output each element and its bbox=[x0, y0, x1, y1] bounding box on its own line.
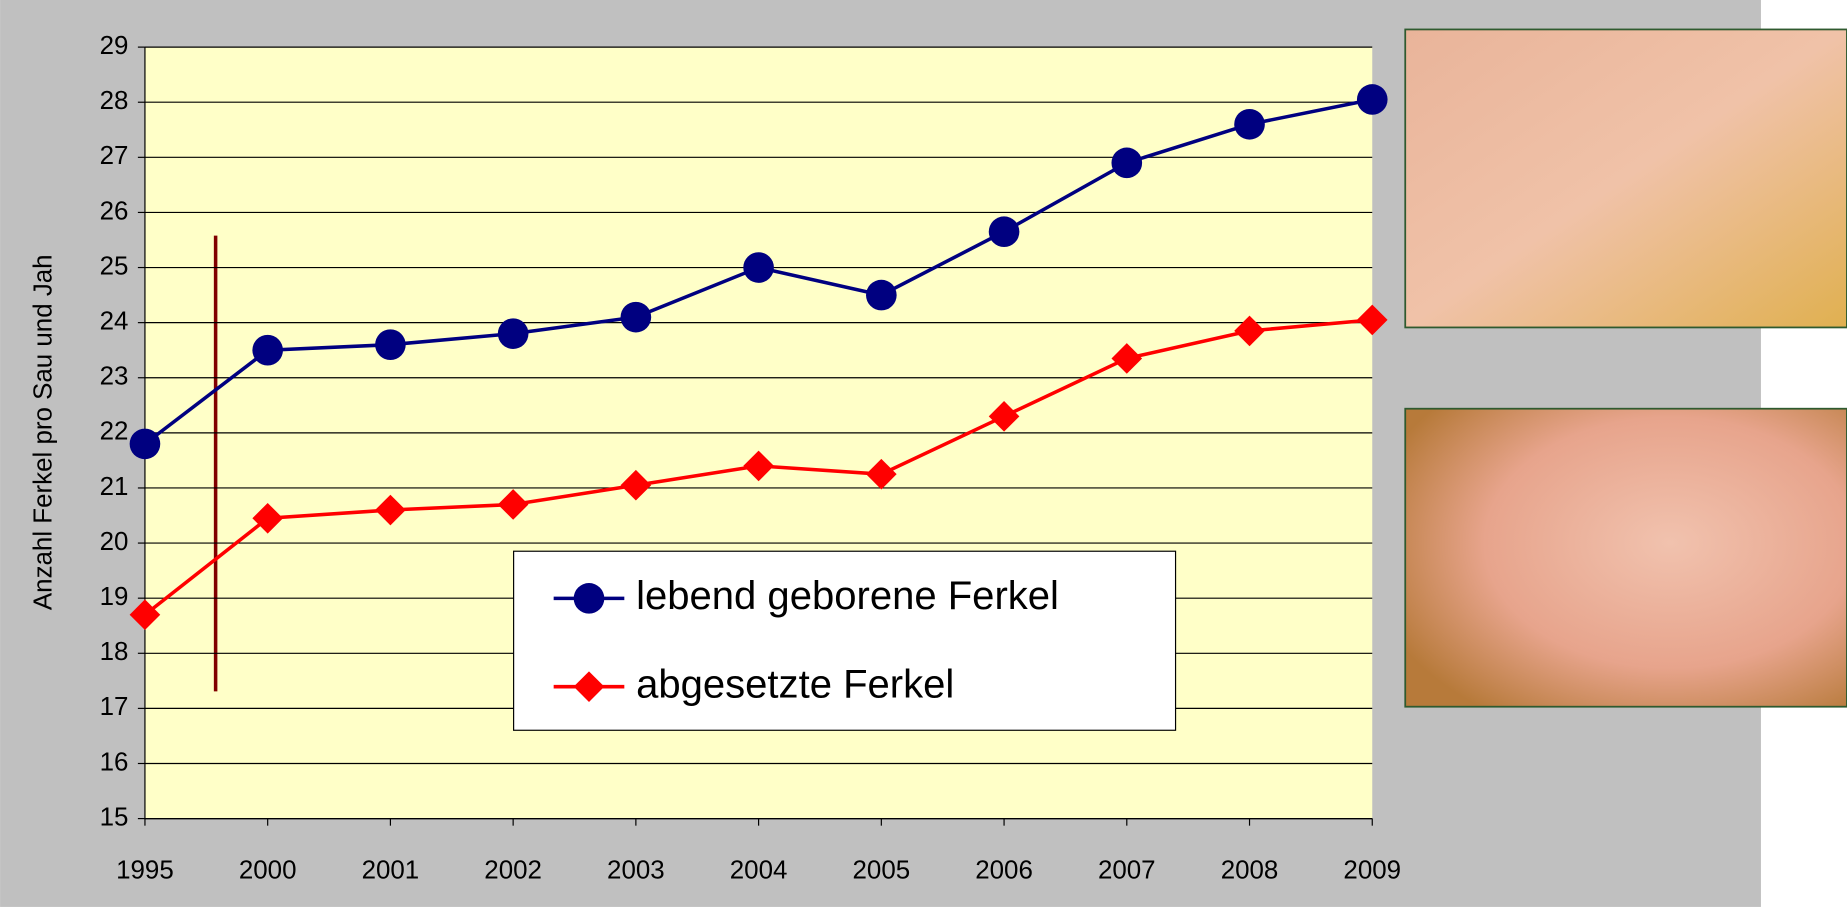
y-axis-title: Anzahl Ferkel pro Sau und Jah bbox=[30, 254, 58, 610]
y-tick-label: 20 bbox=[100, 528, 129, 556]
x-tick-label: 2003 bbox=[607, 856, 665, 884]
x-tick-label: 2009 bbox=[1343, 856, 1401, 884]
x-tick-label: 2004 bbox=[730, 856, 788, 884]
y-tick-label: 15 bbox=[100, 803, 129, 831]
y-tick-label: 25 bbox=[100, 252, 129, 280]
marker bbox=[989, 216, 1020, 247]
x-tick-label: 2001 bbox=[362, 856, 420, 884]
marker bbox=[1234, 109, 1265, 140]
y-tick-label: 26 bbox=[100, 197, 129, 225]
marker bbox=[1111, 148, 1142, 179]
x-tick-label: 1995 bbox=[116, 856, 174, 884]
y-tick-label: 29 bbox=[100, 32, 129, 60]
x-tick-label: 2008 bbox=[1221, 856, 1279, 884]
legend-label: abgesetzte Ferkel bbox=[636, 662, 954, 706]
marker bbox=[130, 429, 161, 460]
page: {"chart_data": { "type": "line", "y_labe… bbox=[0, 0, 1847, 910]
chart: Anzahl Ferkel pro Sau und Jah 15 16 17 18 19… bbox=[0, 0, 1847, 910]
y-tick-label: 24 bbox=[100, 307, 129, 335]
photo-piglets bbox=[1405, 29, 1847, 327]
x-tick-label: 2007 bbox=[1098, 856, 1156, 884]
y-tick-label: 17 bbox=[100, 693, 129, 721]
marker bbox=[743, 252, 774, 283]
y-tick-label: 28 bbox=[100, 87, 129, 115]
y-tick-label: 18 bbox=[100, 638, 129, 666]
marker bbox=[252, 335, 283, 366]
photo-pig bbox=[1405, 409, 1847, 707]
marker bbox=[375, 329, 406, 360]
marker bbox=[866, 280, 897, 311]
x-tick-label: 2005 bbox=[853, 856, 911, 884]
y-tick-label: 19 bbox=[100, 583, 129, 611]
x-tick-label: 2002 bbox=[484, 856, 542, 884]
y-tick-label: 22 bbox=[100, 418, 129, 446]
x-tick-label: 2000 bbox=[239, 856, 297, 884]
marker bbox=[621, 302, 652, 333]
marker bbox=[498, 318, 529, 349]
y-tick-label: 21 bbox=[100, 473, 129, 501]
y-tick-label: 27 bbox=[100, 142, 129, 170]
marker bbox=[574, 583, 605, 614]
y-tick-label: 23 bbox=[100, 363, 129, 391]
y-tick-label: 16 bbox=[100, 748, 129, 776]
legend-label: lebend geborene Ferkel bbox=[636, 574, 1059, 618]
marker bbox=[1357, 84, 1388, 115]
x-tick-label: 2006 bbox=[975, 856, 1033, 884]
